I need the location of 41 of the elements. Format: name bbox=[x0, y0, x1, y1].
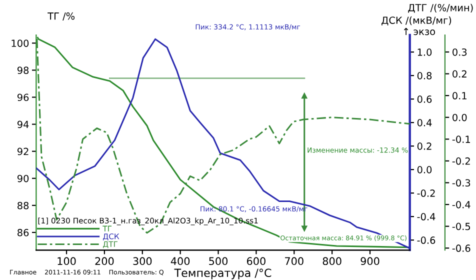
y3-tick-label: -0.2 bbox=[452, 157, 470, 165]
y2-tick-label: 0.4 bbox=[417, 119, 432, 126]
y-tick-label: 90 bbox=[17, 174, 29, 182]
x-tick-label: 500 bbox=[209, 257, 228, 266]
x-tick-label: 400 bbox=[170, 257, 190, 266]
y-tick-label: 88 bbox=[18, 202, 29, 210]
y-tick-label: 86 bbox=[18, 228, 29, 236]
x-tick-label: 100 bbox=[58, 257, 76, 266]
x-tick-label: 300 bbox=[133, 257, 152, 266]
y3-tick-label: -0.3 bbox=[452, 179, 470, 187]
y2-tick-label: 1.0 bbox=[418, 48, 432, 56]
y2-tick-label: 0.2 bbox=[417, 142, 432, 150]
y2-tick-label: 0.0 bbox=[417, 166, 432, 174]
y2-tick-label: -0.6 bbox=[417, 236, 436, 244]
y2-tick-label: 0.6 bbox=[417, 96, 432, 103]
y-tick-label: 100 bbox=[12, 40, 29, 47]
y3-tick-label: 0.3 bbox=[452, 48, 467, 56]
y3-axis-title: ДТГ /(%/мин) bbox=[408, 4, 473, 13]
x-tick-label: 600 bbox=[246, 257, 266, 266]
y2-tick-label: -0.2 bbox=[417, 190, 435, 197]
y3-tick-label: -0.5 bbox=[452, 222, 470, 230]
y3-tick-label: -0.6 bbox=[452, 244, 470, 252]
y-tick-label: 94 bbox=[17, 120, 29, 128]
y2-axis-title: ДСК /(мкВ/мг) bbox=[382, 16, 452, 26]
y-axis-title: ТГ /% bbox=[48, 12, 75, 20]
x-tick-label: 200 bbox=[95, 257, 114, 266]
y3-tick-label: -0.1 bbox=[452, 136, 470, 143]
x-tick-label: 700 bbox=[285, 257, 304, 266]
y2-tick-label: 0.8 bbox=[417, 72, 432, 80]
y3-tick-label: -0.4 bbox=[452, 200, 470, 208]
y3-tick-label: 0.1 bbox=[452, 92, 466, 100]
x-axis-title: Температура /°C bbox=[174, 268, 272, 280]
y3-tick-label: 0.2 bbox=[452, 70, 466, 78]
annotation: ↑ экзо bbox=[404, 28, 436, 36]
y-tick-label: 92 bbox=[17, 148, 28, 156]
x-tick-label: 800 bbox=[322, 257, 342, 266]
y-tick-label: 96 bbox=[17, 94, 29, 102]
y2-tick-label: -0.4 bbox=[417, 213, 436, 220]
y3-tick-label: 0.0 bbox=[452, 114, 467, 122]
y-tick-label: 98 bbox=[17, 66, 29, 74]
x-tick-label: 900 bbox=[360, 257, 380, 266]
